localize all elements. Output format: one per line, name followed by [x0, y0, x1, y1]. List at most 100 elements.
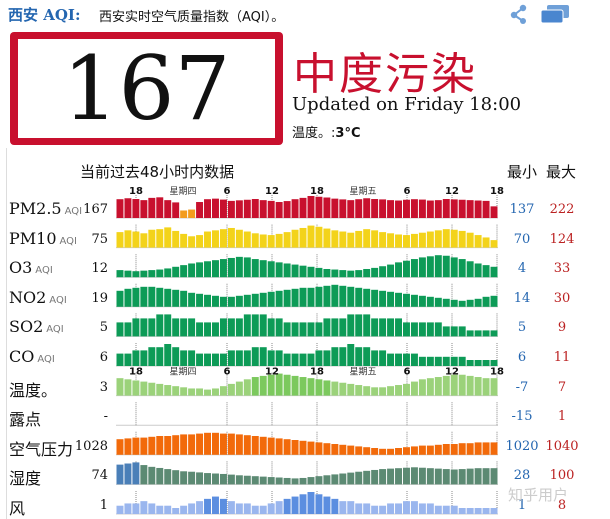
history-bar: [323, 268, 331, 278]
history-bar: [442, 469, 450, 485]
history-bar: [490, 295, 498, 307]
history-bar: [124, 322, 132, 337]
history-bar: [371, 350, 379, 366]
top-hour-tick: 18: [129, 186, 143, 197]
history-bar: [323, 496, 331, 514]
history-bar: [124, 230, 132, 248]
history-bar: [132, 503, 140, 514]
history-bar: [387, 448, 395, 455]
row-label: PM2.5 AQI: [9, 199, 82, 218]
history-bar: [490, 240, 498, 248]
history-bar: [442, 298, 450, 307]
history-bar: [204, 432, 211, 455]
history-bar: [482, 378, 490, 396]
history-bar: [267, 318, 275, 337]
history-bar: [323, 443, 331, 455]
top-day-label: 星期四: [169, 186, 196, 197]
row-current-value: 5: [99, 320, 108, 336]
history-bar: [347, 383, 355, 396]
history-bar: [148, 436, 156, 455]
history-bar: [283, 498, 291, 514]
history-bar: [299, 197, 307, 218]
history-bar: [434, 377, 442, 396]
history-bar: [227, 227, 235, 248]
history-bar: [156, 467, 164, 485]
history-bar: [140, 200, 148, 218]
history-bar: [442, 326, 450, 337]
history-bar: [291, 440, 299, 455]
history-bar: [395, 200, 402, 218]
history-bar: [426, 356, 434, 366]
history-bar: [299, 353, 307, 366]
history-bar: [235, 200, 243, 218]
history-bar: [116, 439, 124, 455]
history-bar: [307, 492, 315, 514]
history-bar: [482, 468, 490, 485]
history-bar: [243, 350, 251, 366]
history-bar: [307, 477, 315, 485]
history-bar: [379, 469, 387, 485]
history-bar: [418, 232, 426, 248]
window-icon[interactable]: [541, 5, 569, 23]
history-bar: [387, 233, 395, 248]
history-bar: [188, 209, 196, 218]
history-bar: [259, 375, 267, 396]
history-bar: [410, 446, 418, 455]
history-bar: [403, 447, 410, 455]
history-bar: [140, 270, 148, 278]
history-bar: [235, 295, 243, 307]
history-bar: [291, 353, 299, 366]
history-bar: [204, 294, 211, 307]
city-title[interactable]: 西安 AQI:: [8, 6, 81, 24]
history-bar: [379, 387, 387, 396]
history-bar: [434, 322, 442, 337]
history-bar: [283, 439, 291, 455]
history-bar: [434, 230, 442, 248]
history-bar: [124, 198, 132, 218]
history-bar: [371, 267, 379, 278]
history-bar: [490, 206, 498, 218]
history-bar: [204, 389, 211, 396]
temperature-day-label: 星期四: [169, 367, 196, 378]
history-bar: [188, 388, 196, 396]
history-bar: [251, 293, 259, 307]
history-bar: [410, 467, 418, 485]
history-bar: [355, 287, 363, 307]
history-bar: [219, 229, 227, 248]
history-bar: [180, 387, 188, 396]
history-bar: [379, 199, 387, 218]
history-bar: [395, 234, 402, 248]
history-bar: [180, 290, 188, 307]
history-bar: [379, 448, 387, 455]
history-bar: [219, 199, 227, 218]
history-bar: [291, 264, 299, 278]
row-label-text: PM10: [9, 228, 57, 248]
history-bar: [180, 233, 188, 248]
history-bar: [164, 436, 172, 455]
history-bar: [243, 379, 251, 396]
history-bar: [442, 375, 450, 396]
history-bar: [212, 496, 219, 514]
share-icon[interactable]: [508, 4, 530, 24]
history-bar: [283, 289, 291, 307]
history-bar: [339, 382, 347, 396]
history-bar: [387, 468, 395, 485]
history-bar: [132, 437, 140, 455]
history-bar: [299, 322, 307, 337]
row-label-text: 风: [9, 499, 26, 518]
history-bar: [323, 285, 331, 307]
history-bar: [188, 263, 196, 278]
row-label: 露点: [9, 406, 41, 430]
history-bar: [148, 270, 156, 278]
history-bar: [339, 501, 347, 514]
history-bar: [450, 257, 458, 278]
history-bar: [387, 291, 395, 307]
page-description: 西安实时空气质量指数（AQI）。: [99, 10, 285, 25]
history-bar: [180, 210, 188, 218]
row-label: O3 AQI: [9, 258, 53, 277]
history-bar: [355, 385, 363, 396]
history-bar: [148, 466, 156, 485]
history-bar: [235, 256, 243, 278]
history-bar: [403, 260, 410, 278]
